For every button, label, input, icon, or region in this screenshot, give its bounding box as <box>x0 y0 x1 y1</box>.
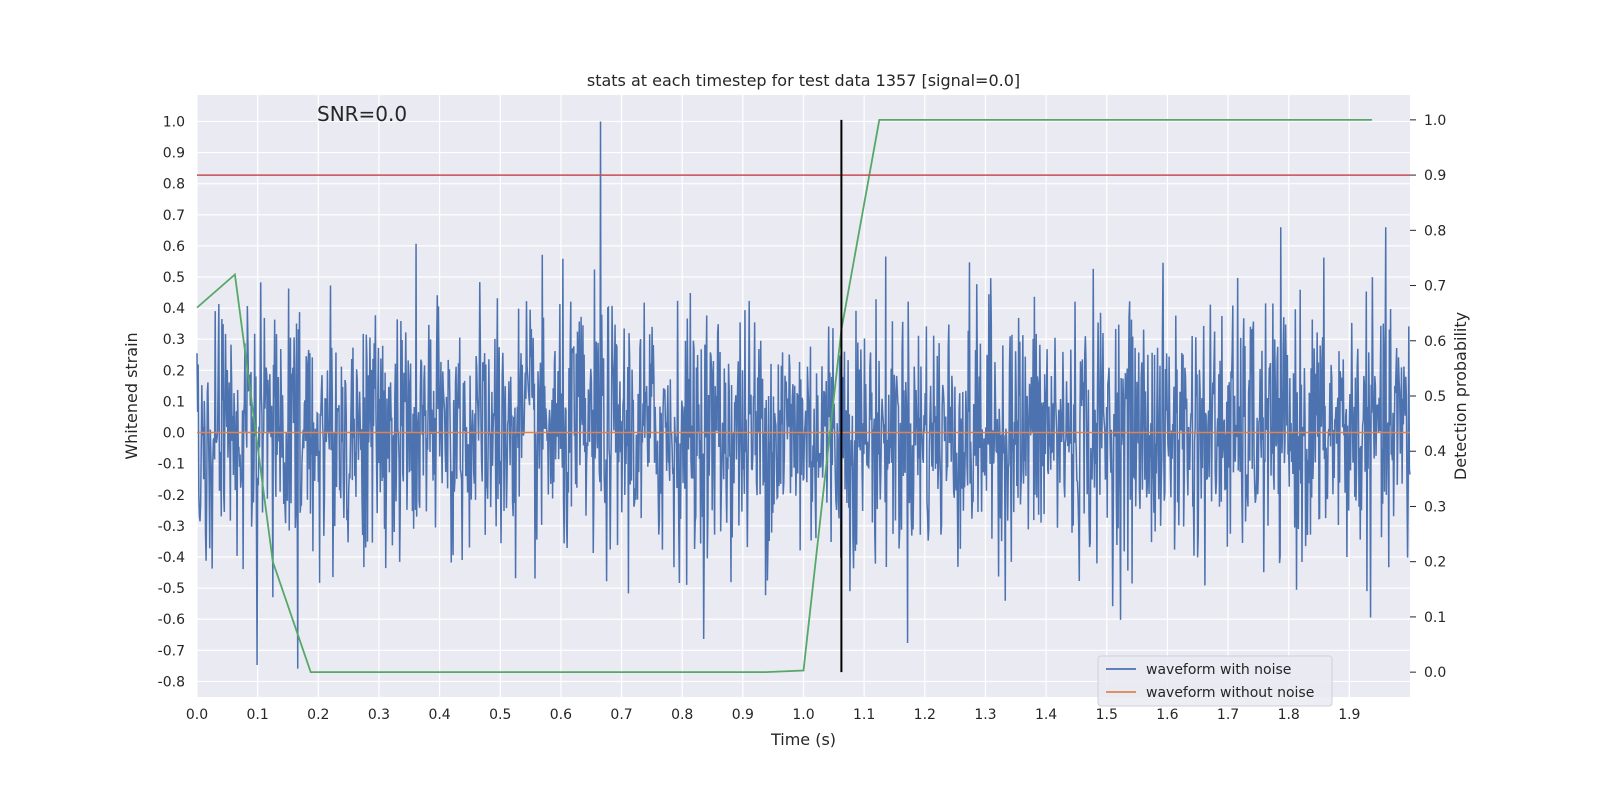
x-tick-label: 0.1 <box>247 707 269 723</box>
legend-label-waveform-without-noise: waveform without noise <box>1146 685 1314 701</box>
y-tick-label: -0.8 <box>158 674 185 690</box>
x-tick-label: 0.8 <box>671 707 693 723</box>
y-tick-label: -0.3 <box>158 519 185 535</box>
y-tick-label: -0.2 <box>158 488 185 504</box>
x-tick-label: 0.9 <box>732 707 754 723</box>
y2-tick-label: 0.1 <box>1424 610 1446 626</box>
y2-tick-label: 0.2 <box>1424 555 1446 571</box>
y2-tick-label: 0.4 <box>1424 444 1446 460</box>
y-tick-label: 0.3 <box>163 332 185 348</box>
x-tick-label: 1.0 <box>792 707 814 723</box>
y2-tick-label: 0.0 <box>1424 665 1446 681</box>
legend: waveform with noise waveform without noi… <box>1097 655 1333 707</box>
y-tick-label: 0.8 <box>163 177 185 193</box>
x-tick-label: 1.9 <box>1338 707 1360 723</box>
y-tick-label: 0.6 <box>163 239 185 255</box>
snr-annotation: SNR=0.0 <box>317 102 407 126</box>
chart-title: stats at each timestep for test data 135… <box>587 71 1020 90</box>
y-tick-label: 0.0 <box>163 426 185 442</box>
y-tick-label: -0.5 <box>158 581 185 597</box>
x-axis-label: Time (s) <box>770 730 836 749</box>
y2-tick-label: 0.5 <box>1424 389 1446 405</box>
legend-box <box>1097 655 1333 707</box>
ticks-layer: 0.0 0.1 0.2 0.3 0.4 0.5 0.6 0.7 0.8 0.9 1.0 1.1 1.2 1… <box>158 113 1447 723</box>
y2-tick-label: 1.0 <box>1424 113 1446 129</box>
x-tick-label: 0.4 <box>428 707 450 723</box>
legend-label-waveform-with-noise: waveform with noise <box>1146 662 1291 678</box>
x-tick-label: 0.2 <box>307 707 329 723</box>
series-waveform-with-noise <box>196 121 1411 669</box>
x-tick-label: 1.6 <box>1156 707 1178 723</box>
y2-axis-label: Detection probability <box>1451 312 1470 480</box>
y-tick-label: 0.5 <box>163 270 185 286</box>
y2-tick-label: 0.8 <box>1424 223 1446 239</box>
x-tick-label: 1.4 <box>1035 707 1057 723</box>
y2-tick-label: 0.7 <box>1424 279 1446 295</box>
x-tick-label: 0.6 <box>550 707 572 723</box>
y-tick-label: -0.4 <box>158 550 185 566</box>
x-tick-label: 1.2 <box>914 707 936 723</box>
x-tick-label: 0.3 <box>368 707 390 723</box>
y2-tick-label: 0.9 <box>1424 168 1446 184</box>
y-tick-label: 0.9 <box>163 146 185 162</box>
y-tick-label: -0.1 <box>158 457 185 473</box>
x-tick-label: 0.5 <box>489 707 511 723</box>
y2-tick-label: 0.6 <box>1424 334 1446 350</box>
y-tick-label: 0.1 <box>163 394 185 410</box>
x-tick-label: 1.5 <box>1096 707 1118 723</box>
x-tick-label: 1.1 <box>853 707 875 723</box>
y2-tick-label: 0.3 <box>1424 499 1446 515</box>
y-tick-label: 0.2 <box>163 363 185 379</box>
y-axis-label: Whitened strain <box>122 332 141 459</box>
y-tick-label: -0.7 <box>158 643 185 659</box>
x-tick-label: 0.0 <box>186 707 208 723</box>
series-detection-probability <box>196 118 1373 674</box>
x-tick-label: 1.7 <box>1217 707 1239 723</box>
y-tick-label: 1.0 <box>163 114 185 130</box>
y-tick-label: 0.4 <box>163 301 185 317</box>
x-tick-label: 1.3 <box>974 707 996 723</box>
x-tick-label: 1.8 <box>1278 707 1300 723</box>
x-tick-label: 0.7 <box>610 707 632 723</box>
y-tick-label: 0.7 <box>163 208 185 224</box>
series-layer <box>196 118 1411 674</box>
y-tick-label: -0.6 <box>158 612 185 628</box>
